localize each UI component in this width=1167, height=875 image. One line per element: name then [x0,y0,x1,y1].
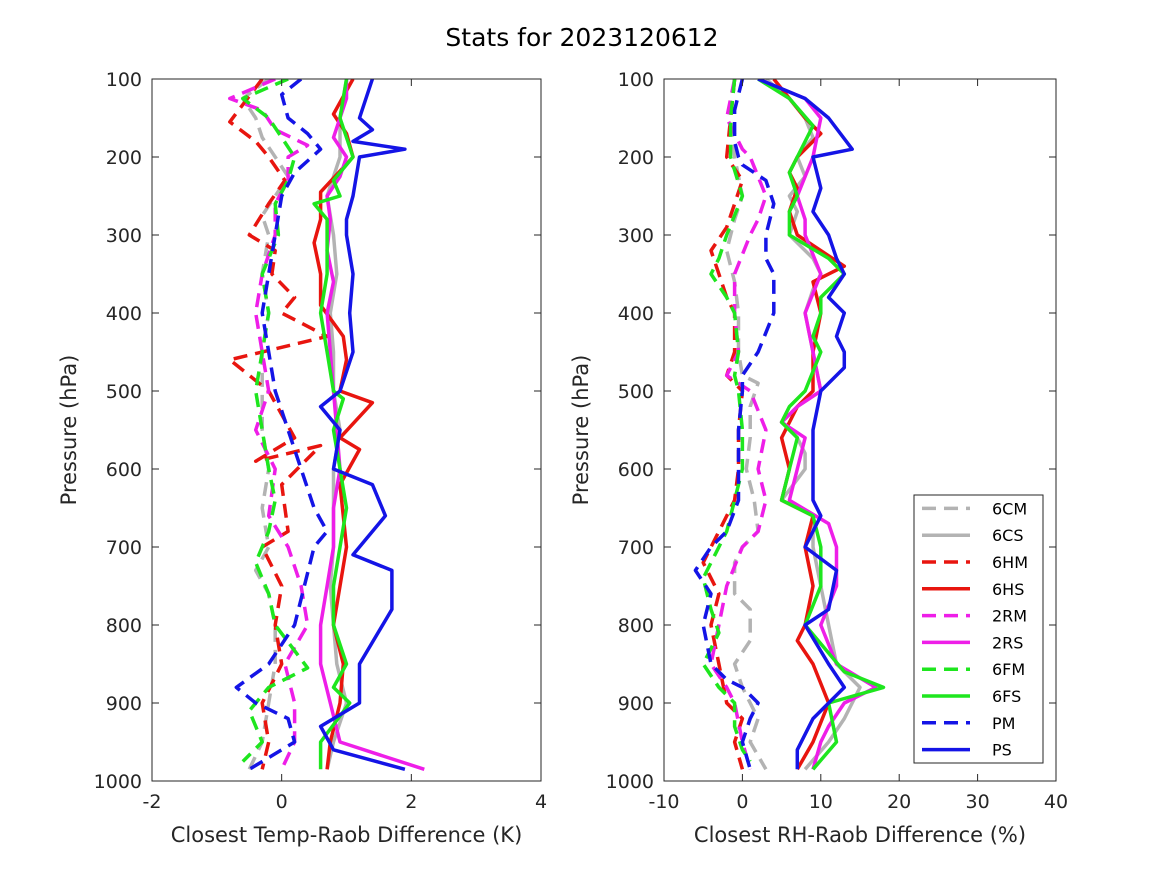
x-tick-label: 0 [276,791,288,813]
legend-label: 6CM [992,499,1027,518]
x-axis-label: Closest RH-Raob Difference (%) [694,823,1026,847]
x-tick-label: 30 [966,791,990,813]
legend-box [913,494,1044,764]
legend-label: PS [992,741,1012,760]
series-line-ps [318,79,407,771]
y-tick-label: 900 [618,693,654,715]
legend-label: 6FM [992,660,1025,679]
y-tick-label: 700 [618,537,654,559]
legend-entry-6cs: 6CS [922,526,1024,545]
series-line-6fs [312,79,355,770]
y-tick-label: 100 [106,69,142,91]
legend-entry-ps: PS [922,741,1012,760]
series-line-6fm [701,79,752,763]
y-tick-label: 400 [106,303,142,325]
panel-2-frame [663,78,1057,782]
x-axis-label: Closest Temp-Raob Difference (K) [171,823,523,847]
series-line-2rm [228,79,310,771]
y-tick-label: 800 [618,615,654,637]
chart-title: Stats for 2023120612 [445,23,718,52]
series-line-6fs [757,79,886,771]
y-tick-label: 200 [618,147,654,169]
panel-2: -10 0 10 20 30 40 100 200 300 400 500 600 700 800 900 1… [569,69,1068,847]
x-tick-label: 10 [809,791,833,813]
series-line-2rs [318,79,425,771]
y-tick-label: 800 [106,615,142,637]
y-tick-label: 900 [106,693,142,715]
series-line-6hm [228,79,329,770]
legend-label: 6HS [992,580,1024,599]
legend-entry-pm: PM [922,714,1015,733]
y-tick-label: 200 [106,147,142,169]
y-axis-label: Pressure (hPa) [57,355,81,506]
y-tick-label: 1000 [94,771,142,793]
y-tick-label: 700 [106,537,142,559]
series-line-6cm [241,79,290,771]
x-tick-label: 4 [535,791,547,813]
legend-entry-6hs: 6HS [922,580,1024,599]
y-axis-label: Pressure (hPa) [569,355,593,506]
legend-label: 6HM [992,553,1028,572]
series-line-2rs [757,79,878,770]
x-tick-label: -10 [648,791,679,813]
legend-label: 6CS [992,526,1024,545]
legend-label: 6FS [992,687,1021,706]
series-line-6cm [724,79,768,771]
y-tick-label: 400 [618,303,654,325]
y-tick-label: 500 [106,381,142,403]
legend-label: 2RS [992,633,1023,652]
y-tick-label: 100 [618,69,654,91]
legend-entry-6fs: 6FS [922,687,1021,706]
series-line-pm [693,79,776,770]
panel-2-series [693,79,886,771]
legend-entry-6fm: 6FM [922,660,1025,679]
series-line-2rm [709,79,768,770]
legend-entry-6cm: 6CM [922,499,1027,518]
panel-1: -2 0 2 4 100 200 300 400 500 600 700 800 900 1000 Clos… [57,69,547,847]
legend-label: PM [992,714,1015,733]
x-tick-label: 2 [405,791,417,813]
legend-entry-6hm: 6HM [922,553,1028,572]
chart-panels: -2 0 2 41002003004005006007008009001000Clos… [57,69,1068,847]
legend: 6CM 6CS 6HM 6HS 2RM 2RS 6FM 6FS PM PS [913,494,1044,764]
x-tick-label: -2 [143,791,162,813]
y-tick-label: 1000 [606,771,654,793]
panel-1-series [228,79,425,771]
legend-entry-2rm: 2RM [922,607,1027,626]
legend-entry-2rs: 2RS [922,633,1023,652]
y-tick-label: 300 [618,225,654,247]
x-tick-label: 40 [1044,791,1068,813]
y-tick-label: 600 [618,459,654,481]
y-tick-label: 500 [618,381,654,403]
x-tick-label: 20 [887,791,911,813]
series-line-6hs [312,79,375,770]
x-tick-label: 0 [736,791,748,813]
y-tick-label: 600 [106,459,142,481]
legend-label: 2RM [992,607,1027,626]
series-line-ps [757,79,854,770]
y-tick-label: 300 [106,225,142,247]
series-line-pm [234,79,329,771]
panel-1-frame [151,78,542,782]
